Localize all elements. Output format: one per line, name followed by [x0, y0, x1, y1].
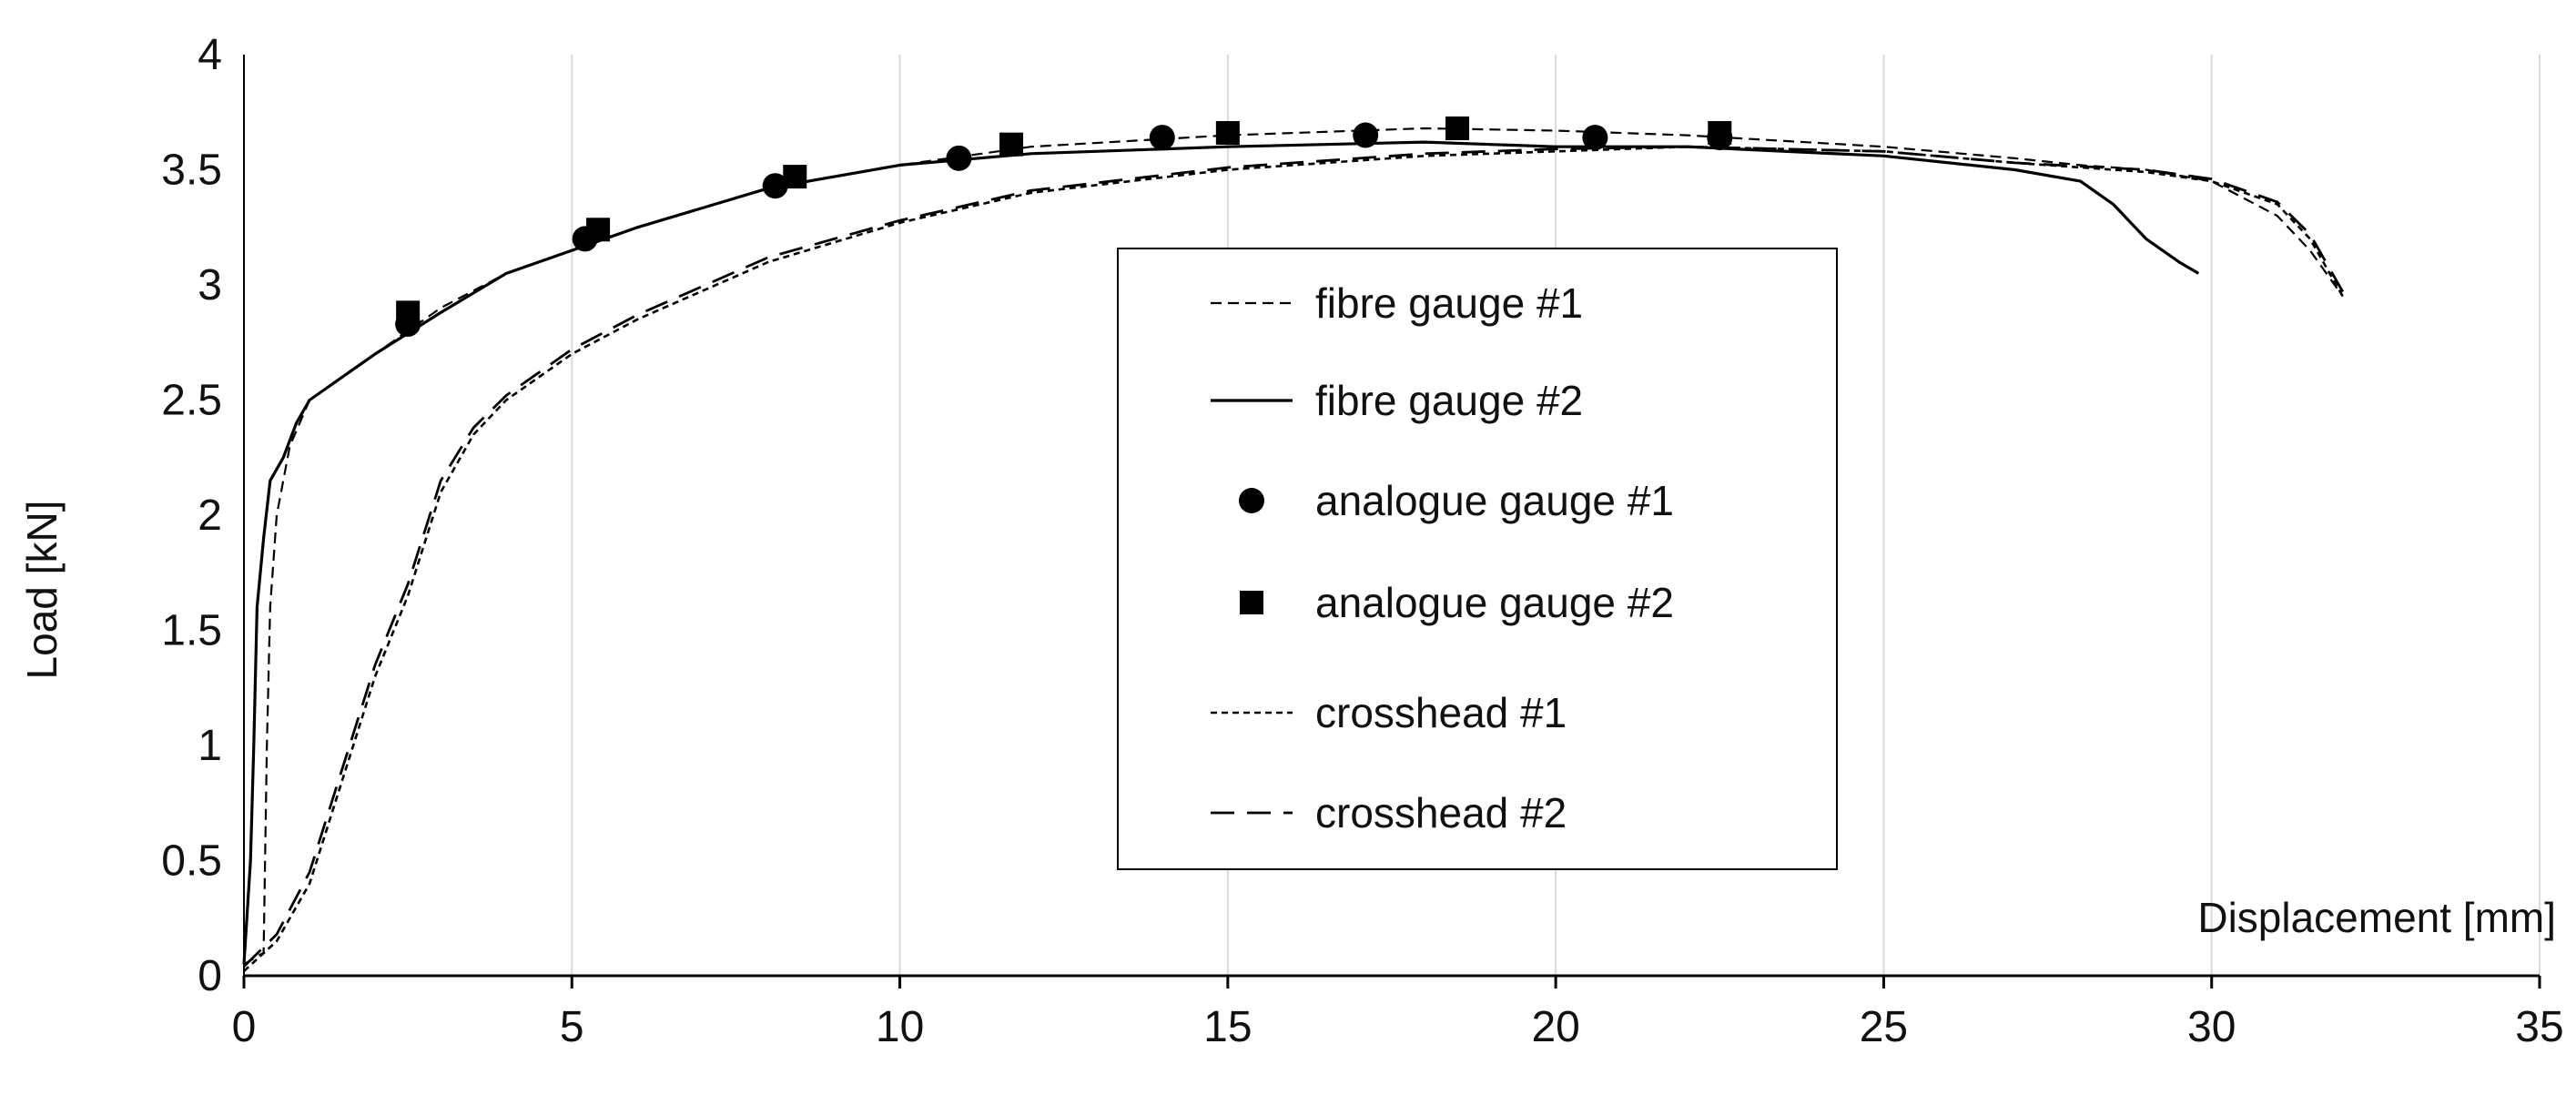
y-tick-label: 0.5: [161, 837, 222, 886]
legend-label-crosshead-1: crosshead #1: [1315, 689, 1567, 736]
x-tick-label: 35: [2515, 1003, 2563, 1051]
point-analogue-gauge-2: [1215, 121, 1240, 146]
y-tick-label: 3: [198, 261, 222, 309]
y-tick-label: 2.5: [161, 377, 222, 425]
x-axis-title: Displacement [mm]: [2197, 894, 2556, 941]
series-line-crosshead-2: [243, 145, 2345, 968]
point-analogue-gauge-2: [1445, 116, 1470, 140]
y-axis-title: Load [kN]: [18, 501, 66, 680]
legend: fibre gauge #1 fibre gauge #2 analogue gau…: [1117, 248, 1838, 870]
legend-label-analogue-gauge-1: analogue gauge #1: [1315, 477, 1674, 524]
y-tick-label: 0: [198, 952, 222, 1000]
point-analogue-gauge-2: [999, 132, 1024, 157]
legend-label-fibre-gauge-2: fibre gauge #2: [1315, 377, 1583, 424]
y-tick-label: 4: [198, 31, 222, 79]
legend-label-analogue-gauge-2: analogue gauge #2: [1315, 579, 1674, 626]
legend-label-crosshead-2: crosshead #2: [1315, 789, 1567, 836]
x-tick-label: 25: [1860, 1003, 1908, 1051]
point-analogue-gauge-2: [1708, 121, 1732, 146]
y-tick-label: 3.5: [161, 147, 222, 195]
legend-box: [1117, 248, 1838, 870]
legend-swatch-analogue-gauge-2: [1240, 591, 1263, 614]
point-analogue-gauge-2: [783, 165, 807, 189]
point-analogue-gauge-1: [1149, 125, 1175, 151]
point-analogue-gauge-2: [586, 218, 611, 242]
series-layer: [242, 116, 2345, 972]
series-line-fibre-gauge-1: [243, 127, 2344, 966]
legend-label-fibre-gauge-1: fibre gauge #1: [1315, 279, 1583, 327]
point-analogue-gauge-1: [762, 173, 788, 199]
y-tick-label: 1: [198, 722, 222, 770]
point-analogue-gauge-2: [396, 300, 421, 325]
point-analogue-gauge-1: [1353, 122, 1379, 148]
x-tick-label: 0: [232, 1003, 257, 1051]
y-tick-label: 2: [198, 492, 222, 540]
x-tick-label: 30: [2187, 1003, 2236, 1051]
x-axis-ticks: 0 5 10 15 20 25 30 35: [232, 976, 2564, 1051]
x-tick-label: 10: [876, 1003, 924, 1051]
y-axis-ticks: 0 0.5 1 1.5 2 2.5 3 3.5 4: [161, 31, 222, 1000]
series-line-fibre-gauge-2: [242, 140, 2200, 965]
point-analogue-gauge-1: [1582, 125, 1608, 151]
point-analogue-gauge-1: [946, 145, 972, 171]
y-tick-label: 1.5: [161, 607, 222, 655]
series-line-crosshead-1: [243, 145, 2344, 972]
legend-swatch-analogue-gauge-1: [1239, 488, 1264, 513]
x-tick-label: 20: [1531, 1003, 1579, 1051]
axes: [243, 55, 2540, 978]
x-tick-label: 15: [1203, 1003, 1252, 1051]
x-tick-label: 5: [560, 1003, 584, 1051]
